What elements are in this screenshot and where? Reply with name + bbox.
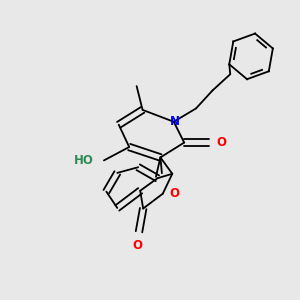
Text: O: O [169,187,179,200]
Text: O: O [133,239,142,252]
Text: N: N [170,115,180,128]
Text: O: O [216,136,226,149]
Text: HO: HO [74,154,94,167]
